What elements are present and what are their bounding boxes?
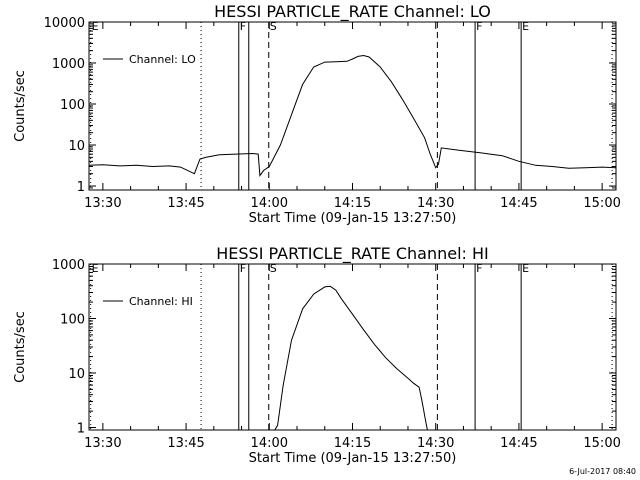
hi-marker-label-6: F: [476, 262, 482, 275]
hi-x-tick-label: 15:00: [583, 436, 620, 451]
hi-marker-label-7: E: [522, 262, 529, 275]
lo-y-axis-label: Counts/sec: [13, 70, 28, 142]
lo-marker-label-4: S: [270, 20, 277, 33]
lo-y-tick-label: 10: [68, 139, 85, 154]
lo-x-tick-label: 13:45: [167, 196, 204, 211]
lo-marker-label-0: E: [92, 20, 99, 33]
timestamp-label: 6-Jul-2017 08:40: [569, 467, 636, 476]
lo-x-tick-label: 14:30: [417, 196, 454, 211]
hi-x-tick-label: 13:45: [167, 436, 204, 451]
hi-x-axis-label: Start Time (09-Jan-15 13:27:50): [249, 451, 457, 466]
hi-x-tick-label: 14:30: [417, 436, 454, 451]
lo-y-tick-label: 100: [60, 98, 85, 113]
hi-x-tick-label: 14:00: [251, 436, 288, 451]
lo-x-tick-label: 14:00: [251, 196, 288, 211]
hi-marker-label-4: S: [270, 262, 277, 275]
lo-plot-frame: [88, 21, 617, 191]
hi-x-tick-label: 14:45: [500, 436, 537, 451]
hi-x-tick-label: 14:15: [334, 436, 371, 451]
lo-chart-title: HESSI PARTICLE_RATE Channel: LO: [214, 2, 491, 22]
chart-panel-hi: E F S F E 13:30 13:45 14:00 14:15 14:30 14:45 15:00…: [13, 244, 621, 466]
chart-panel-lo: E F S F E 13:30 13:45 14:00 14:15 14:30 14:45 15:00…: [13, 2, 621, 226]
lo-x-tick-label: 14:45: [500, 196, 537, 211]
lo-series-line-0: [88, 54, 617, 177]
lo-x-tick-label: 15:00: [583, 196, 620, 211]
lo-x-axis-label: Start Time (09-Jan-15 13:27:50): [249, 211, 457, 226]
hi-y-tick-label: 1: [77, 422, 85, 437]
hi-chart-title: HESSI PARTICLE_RATE Channel: HI: [216, 244, 489, 264]
hi-marker-label-2: F: [240, 262, 246, 275]
hi-y-tick-label: 10: [68, 367, 85, 382]
lo-y-tick-label: 10000: [44, 16, 85, 31]
hi-marker-label-0: E: [92, 262, 99, 275]
hi-y-tick-label: 100: [60, 313, 85, 328]
hi-plot-frame: [88, 263, 617, 431]
lo-marker-label-7: E: [522, 20, 529, 33]
lo-x-tick-label: 14:15: [334, 196, 371, 211]
hi-y-axis-label: Counts/sec: [13, 311, 28, 383]
lo-legend-label: Channel: LO: [129, 53, 196, 66]
lo-y-tick-label: 1: [77, 180, 85, 195]
hi-series-line-0: [274, 285, 428, 431]
hi-y-tick-label: 1000: [52, 258, 85, 273]
lo-marker-label-2: F: [240, 20, 246, 33]
lo-y-tick-label: 1000: [52, 57, 85, 72]
hi-legend-label: Channel: HI: [129, 295, 193, 308]
lo-marker-label-6: F: [476, 20, 482, 33]
hi-x-tick-label: 13:30: [84, 436, 121, 451]
lo-x-tick-label: 13:30: [84, 196, 121, 211]
